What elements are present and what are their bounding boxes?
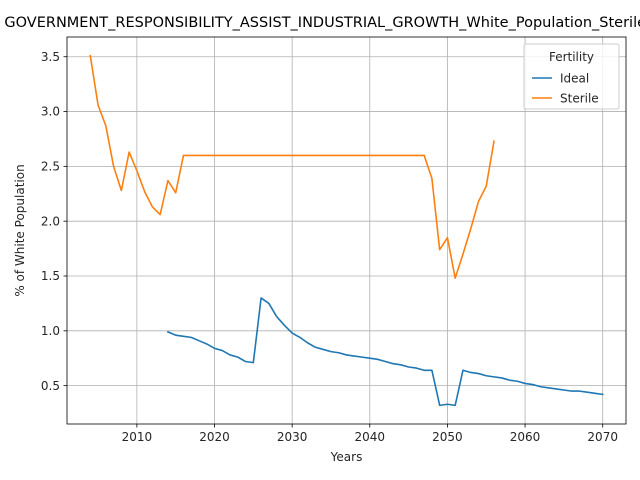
x-tick-label: 2040	[355, 430, 386, 444]
x-tick-label: 2010	[122, 430, 153, 444]
chart-title: GOVERNMENT_RESPONSIBILITY_ASSIST_INDUSTR…	[4, 15, 640, 31]
legend-label-sterile: Sterile	[560, 91, 599, 105]
x-tick-label: 2020	[199, 430, 230, 444]
y-tick-label: 1.0	[41, 324, 60, 338]
x-tick-label: 2030	[277, 430, 308, 444]
legend: Fertility Ideal Sterile	[523, 43, 620, 110]
grid	[67, 37, 626, 424]
x-tick-label: 2050	[432, 430, 463, 444]
y-axis-label: % of White Population	[13, 164, 27, 296]
series-layer	[89, 54, 604, 407]
legend-entries: Ideal Sterile	[532, 71, 599, 105]
legend-label-ideal: Ideal	[560, 71, 589, 85]
x-tick-label: 2060	[510, 430, 541, 444]
x-tick-label: 2070	[587, 430, 618, 444]
y-tick-label: 2.0	[41, 214, 60, 228]
legend-title: Fertility	[549, 50, 594, 64]
y-tick-label: 3.0	[41, 105, 60, 119]
y-tick-label: 3.5	[41, 50, 60, 64]
series-line-ideal	[166, 297, 604, 407]
axis-ticks: 2010 2020 2030 2040 2050 2060 2070 0.5 1.0 1.5 2.0…	[41, 50, 618, 444]
y-tick-label: 1.5	[41, 269, 60, 283]
y-tick-label: 0.5	[41, 379, 60, 393]
plot-border	[66, 36, 627, 425]
legend-box	[523, 43, 620, 110]
x-axis-label: Years	[330, 450, 363, 464]
series-line-sterile	[89, 54, 495, 279]
y-tick-label: 2.5	[41, 160, 60, 174]
